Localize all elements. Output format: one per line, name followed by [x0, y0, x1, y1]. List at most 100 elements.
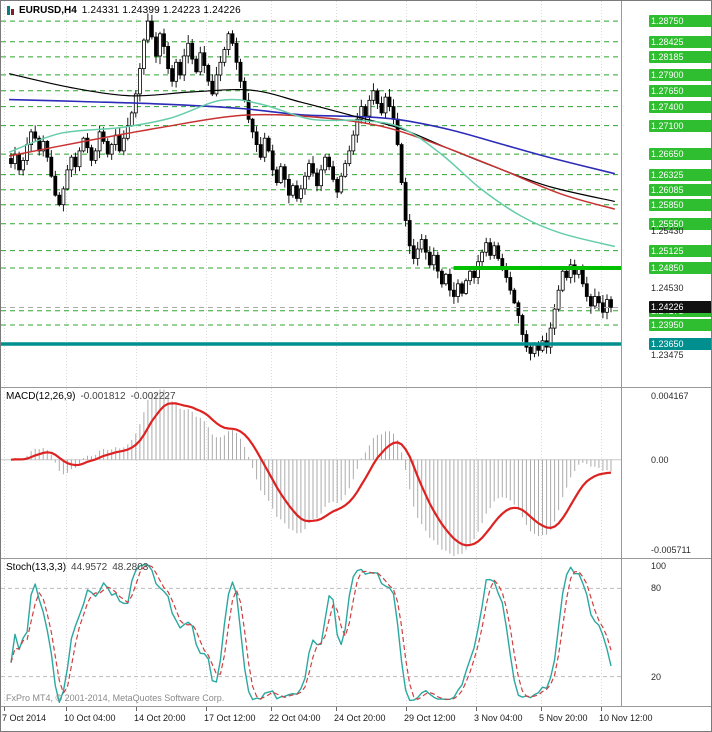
price-level-label: 1.25550 — [649, 218, 711, 230]
candle-body — [162, 33, 166, 47]
candle-body — [447, 273, 452, 291]
candle-body — [278, 166, 283, 183]
candle-body — [186, 42, 191, 57]
stochastic-signal-value: 48.2803 — [112, 562, 149, 573]
stochastic-canvas[interactable] — [1, 559, 712, 706]
price-tick-label: 1.24530 — [651, 283, 684, 293]
candle-body — [254, 131, 259, 145]
candle-body — [327, 156, 332, 168]
candle-body — [158, 33, 162, 57]
candle-body — [548, 327, 553, 348]
candle-body — [234, 42, 239, 63]
candle-body — [419, 239, 424, 250]
candle-body — [129, 112, 134, 127]
candle-body — [319, 169, 324, 187]
macd-signal-line — [10, 402, 612, 547]
candle-body — [439, 270, 444, 285]
candle-body — [286, 178, 291, 196]
candle-body — [597, 296, 601, 304]
candle-body — [387, 96, 392, 107]
candle-body — [601, 302, 605, 313]
candle-body — [472, 270, 477, 278]
candle-body — [222, 49, 227, 63]
candle-body — [73, 156, 78, 168]
stoch-axis-label: 80 — [651, 583, 662, 593]
candle-body — [298, 188, 303, 199]
time-tick — [336, 707, 337, 711]
candle-body — [403, 182, 408, 221]
candle-body — [456, 283, 460, 297]
time-label: 29 Oct 12:00 — [404, 713, 456, 723]
candle-body — [560, 270, 565, 291]
price-level-label: 1.24850 — [649, 262, 711, 274]
stoch-signal-line — [10, 564, 612, 700]
candlestick-icon — [7, 6, 14, 15]
price-level-label: 1.27900 — [649, 69, 711, 81]
candle-body — [399, 144, 404, 184]
candle-body — [303, 175, 307, 190]
price-level-label: 1.28750 — [649, 15, 711, 27]
candle-body — [282, 166, 287, 180]
candle-body — [524, 334, 529, 348]
candle-body — [194, 58, 199, 73]
candle-body — [117, 134, 122, 152]
time-tick — [271, 707, 272, 711]
candle-body — [335, 178, 340, 193]
candle-body — [242, 80, 247, 101]
price-level-label: 1.28425 — [649, 36, 711, 48]
candle-body — [435, 254, 440, 272]
ma-slow-blue-line[interactable] — [9, 98, 615, 175]
macd-main-value: -0.001812 — [80, 391, 126, 402]
candle-body — [17, 153, 22, 171]
candle-body — [375, 90, 380, 104]
candle-body — [250, 118, 255, 133]
candle-body — [145, 20, 150, 41]
candle-body — [69, 156, 74, 171]
price-chart-canvas[interactable] — [1, 1, 712, 387]
candle-body — [492, 245, 497, 256]
candle-body — [355, 118, 360, 136]
candle-body — [343, 163, 348, 177]
ma-fast-green-line[interactable] — [8, 98, 615, 248]
time-label: 3 Nov 04:00 — [474, 713, 523, 723]
candle-body — [564, 270, 569, 278]
candle-body — [496, 245, 501, 259]
candle-body — [290, 185, 295, 196]
candle-body — [307, 163, 311, 177]
candle-body — [391, 106, 396, 120]
price-level-label: 1.27650 — [649, 85, 711, 97]
candle-body — [266, 137, 271, 152]
candle-body — [379, 103, 384, 114]
candle-body — [484, 242, 489, 253]
time-label: 22 Oct 04:00 — [269, 713, 321, 723]
time-tick — [601, 707, 602, 711]
candle-body — [214, 74, 219, 95]
candle-body — [584, 283, 589, 297]
candle-body — [97, 131, 102, 152]
candle-body — [210, 80, 215, 95]
candle-body — [411, 245, 416, 259]
copyright-watermark: FxPro MT4, © 2001-2014, MetaQuotes Softw… — [6, 693, 225, 703]
price-level-label: 1.25125 — [649, 245, 711, 257]
candle-body — [580, 267, 585, 285]
macd-canvas[interactable] — [1, 388, 712, 558]
candle-body — [230, 33, 235, 44]
price-tick-label: 1.23475 — [651, 350, 684, 360]
time-label: 14 Oct 20:00 — [134, 713, 186, 723]
price-level-label: 1.25850 — [649, 199, 711, 211]
candle-body — [101, 131, 106, 142]
candle-body — [170, 68, 175, 82]
candle-body — [49, 156, 54, 177]
candle-body — [238, 61, 243, 82]
price-chart-panel: EURUSD,H4 1.24331 1.24399 1.24223 1.2422… — [1, 1, 712, 388]
candle-body — [395, 118, 400, 145]
candle-body — [113, 134, 118, 146]
candle-body — [93, 150, 98, 161]
candle-body — [61, 188, 66, 206]
ma-medium-red-line[interactable] — [8, 113, 616, 210]
candle-body — [464, 280, 468, 294]
candle-body — [609, 299, 613, 308]
candle-body — [41, 140, 46, 152]
macd-title: MACD(12,26,9) — [6, 391, 76, 402]
